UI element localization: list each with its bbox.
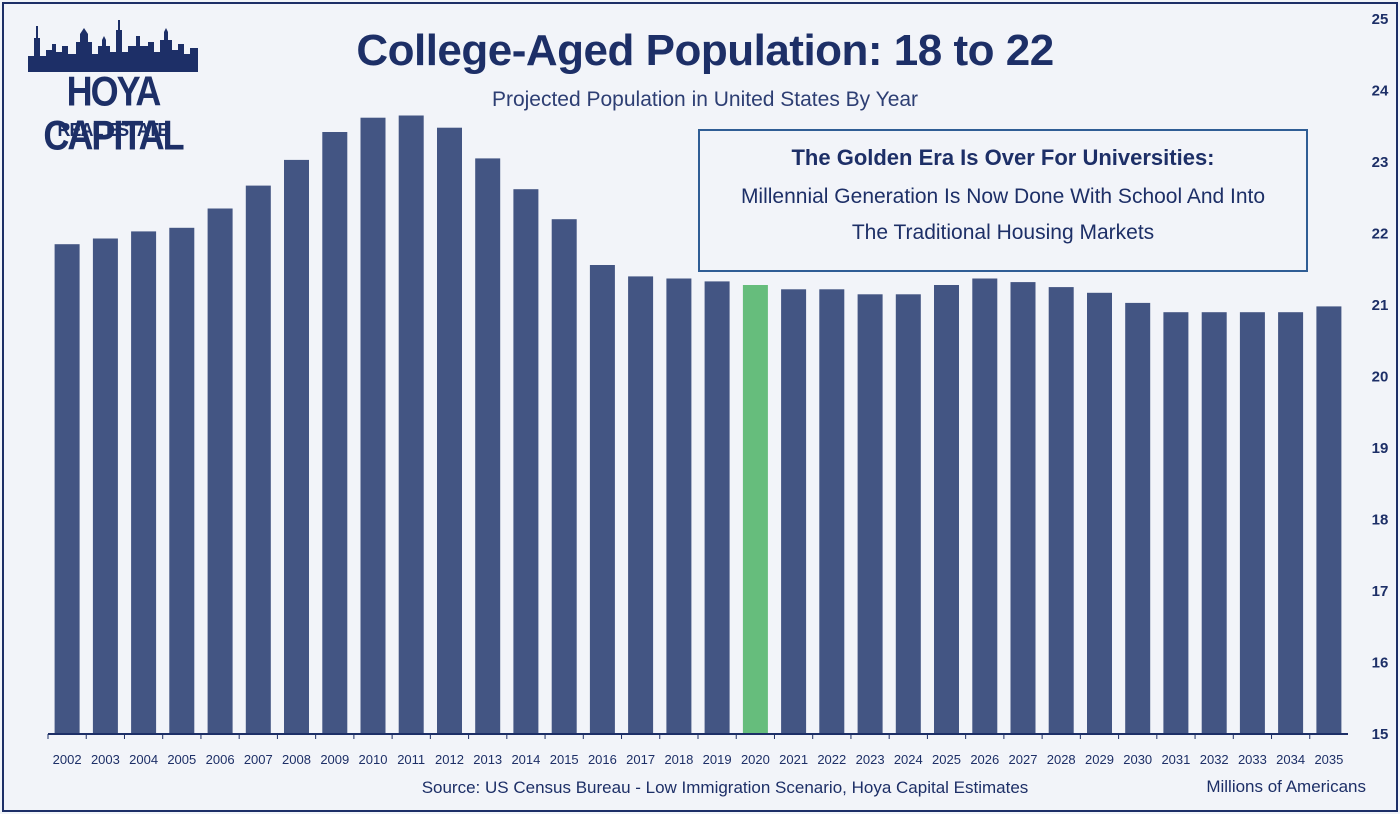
- x-tick-label-2033: 2033: [1238, 752, 1267, 767]
- units-label: Millions of Americans: [1206, 777, 1366, 796]
- bar-2021: [781, 289, 807, 734]
- x-tick-label-2024: 2024: [894, 752, 923, 767]
- bar-2013: [475, 158, 501, 734]
- bar-2032: [1201, 312, 1227, 734]
- annotation-box: The Golden Era Is Over For Universities:…: [698, 129, 1308, 272]
- bar-2011: [398, 115, 424, 734]
- x-tick-label-2017: 2017: [626, 752, 655, 767]
- x-tick-label-2028: 2028: [1047, 752, 1076, 767]
- x-tick-label-2004: 2004: [129, 752, 158, 767]
- bar-2022: [819, 289, 845, 734]
- bar-2025: [934, 285, 959, 734]
- x-tick-label-2002: 2002: [53, 752, 82, 767]
- y-tick-label-16: 16: [1372, 655, 1389, 672]
- annotation-body: Millennial Generation Is Now Done With S…: [740, 185, 1266, 244]
- bar-2030: [1125, 302, 1151, 734]
- bar-2009: [322, 132, 348, 734]
- annotation-heading: The Golden Era Is Over For Universities:: [791, 145, 1215, 170]
- bar-2017: [628, 276, 654, 734]
- hoya-capital-logo: HOYA CAPITAL REAL ESTATE: [28, 16, 198, 157]
- x-tick-label-2034: 2034: [1276, 752, 1305, 767]
- x-tick-label-2020: 2020: [741, 752, 770, 767]
- x-tick-label-2030: 2030: [1123, 752, 1152, 767]
- x-tick-label-2015: 2015: [550, 752, 579, 767]
- bar-2006: [207, 208, 233, 734]
- bar-2027: [1010, 282, 1036, 734]
- bar-2015: [551, 219, 577, 734]
- x-tick-label-2021: 2021: [779, 752, 808, 767]
- chart-title: College-Aged Population: 18 to 22: [356, 26, 1054, 75]
- x-tick-label-2007: 2007: [244, 752, 273, 767]
- bar-2008: [284, 159, 309, 734]
- bar-2016: [589, 265, 615, 734]
- x-tick-label-2003: 2003: [91, 752, 120, 767]
- x-tick-label-2032: 2032: [1200, 752, 1229, 767]
- bar-2023: [857, 294, 883, 734]
- bar-2007: [245, 185, 271, 735]
- x-tick-label-2016: 2016: [588, 752, 617, 767]
- y-tick-label-21: 21: [1372, 297, 1389, 314]
- y-tick-label-20: 20: [1372, 369, 1389, 386]
- x-tick-label-2022: 2022: [817, 752, 846, 767]
- x-tick-label-2011: 2011: [397, 752, 425, 767]
- bar-2033: [1239, 312, 1265, 734]
- x-tick-label-2013: 2013: [473, 752, 502, 767]
- bar-2019: [704, 281, 730, 734]
- bar-2035: [1316, 306, 1342, 734]
- bar-2018: [666, 278, 692, 734]
- bar-2024: [895, 294, 921, 734]
- x-tick-label-2010: 2010: [359, 752, 388, 767]
- y-tick-label-15: 15: [1372, 726, 1389, 743]
- bar-2026: [972, 278, 998, 734]
- y-tick-label-17: 17: [1372, 583, 1389, 600]
- x-tick-label-2018: 2018: [664, 752, 693, 767]
- y-tick-label-24: 24: [1372, 83, 1389, 100]
- x-tick-label-2025: 2025: [932, 752, 961, 767]
- x-tick-label-2027: 2027: [1009, 752, 1038, 767]
- bar-2028: [1048, 287, 1074, 734]
- y-tick-label-22: 22: [1372, 226, 1389, 243]
- city-skyline-icon: [28, 20, 198, 72]
- bar-2029: [1087, 292, 1112, 734]
- x-tick-label-2005: 2005: [167, 752, 196, 767]
- bar-2012: [437, 127, 462, 734]
- x-tick-label-2012: 2012: [435, 752, 464, 767]
- y-tick-label-25: 25: [1372, 11, 1389, 28]
- bar-2005: [169, 227, 195, 735]
- x-tick-label-2023: 2023: [856, 752, 885, 767]
- source-note: Source: US Census Bureau - Low Immigrati…: [421, 778, 1029, 797]
- x-tick-label-2014: 2014: [511, 752, 540, 767]
- y-tick-label-19: 19: [1372, 440, 1389, 457]
- x-tick-label-2026: 2026: [970, 752, 999, 767]
- bar-2034: [1278, 312, 1304, 734]
- bar-2002: [54, 244, 80, 734]
- y-tick-label-23: 23: [1372, 154, 1389, 171]
- x-tick-label-2031: 2031: [1161, 752, 1190, 767]
- bar-2014: [513, 189, 539, 734]
- x-tick-label-2029: 2029: [1085, 752, 1114, 767]
- bar-2004: [131, 231, 157, 734]
- bar-2031: [1163, 312, 1189, 734]
- bar-2003: [92, 238, 118, 734]
- x-tick-label-2009: 2009: [320, 752, 349, 767]
- logo-wordmark: HOYA CAPITAL: [43, 67, 184, 159]
- bar-2020: [742, 285, 768, 734]
- y-tick-label-18: 18: [1372, 512, 1389, 529]
- x-tick-label-2008: 2008: [282, 752, 311, 767]
- logo-subtitle: REAL ESTATE: [57, 120, 169, 140]
- x-tick-label-2035: 2035: [1314, 752, 1343, 767]
- x-tick-label-2019: 2019: [703, 752, 732, 767]
- bar-2010: [360, 117, 386, 734]
- x-tick-label-2006: 2006: [206, 752, 235, 767]
- chart-subtitle: Projected Population in United States By…: [491, 88, 919, 111]
